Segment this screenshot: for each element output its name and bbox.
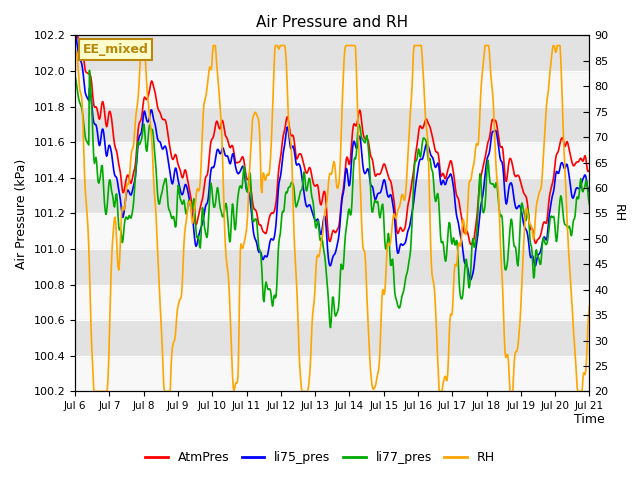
Bar (75, 214, 589, 249)
Bar (75, 285, 589, 320)
Bar (75, 320, 589, 356)
Bar (75, 356, 589, 391)
Text: EE_mixed: EE_mixed (83, 43, 148, 56)
Bar (75, 142, 589, 178)
Y-axis label: Air Pressure (kPa): Air Pressure (kPa) (15, 158, 28, 268)
Bar (75, 107, 589, 142)
Title: Air Pressure and RH: Air Pressure and RH (256, 15, 408, 30)
Y-axis label: RH: RH (612, 204, 625, 222)
Legend: AtmPres, li75_pres, li77_pres, RH: AtmPres, li75_pres, li77_pres, RH (140, 446, 500, 469)
Bar (75, 249, 589, 285)
X-axis label: Time: Time (574, 413, 605, 426)
Bar (75, 36, 589, 71)
Bar (75, 71, 589, 107)
Bar (75, 178, 589, 214)
